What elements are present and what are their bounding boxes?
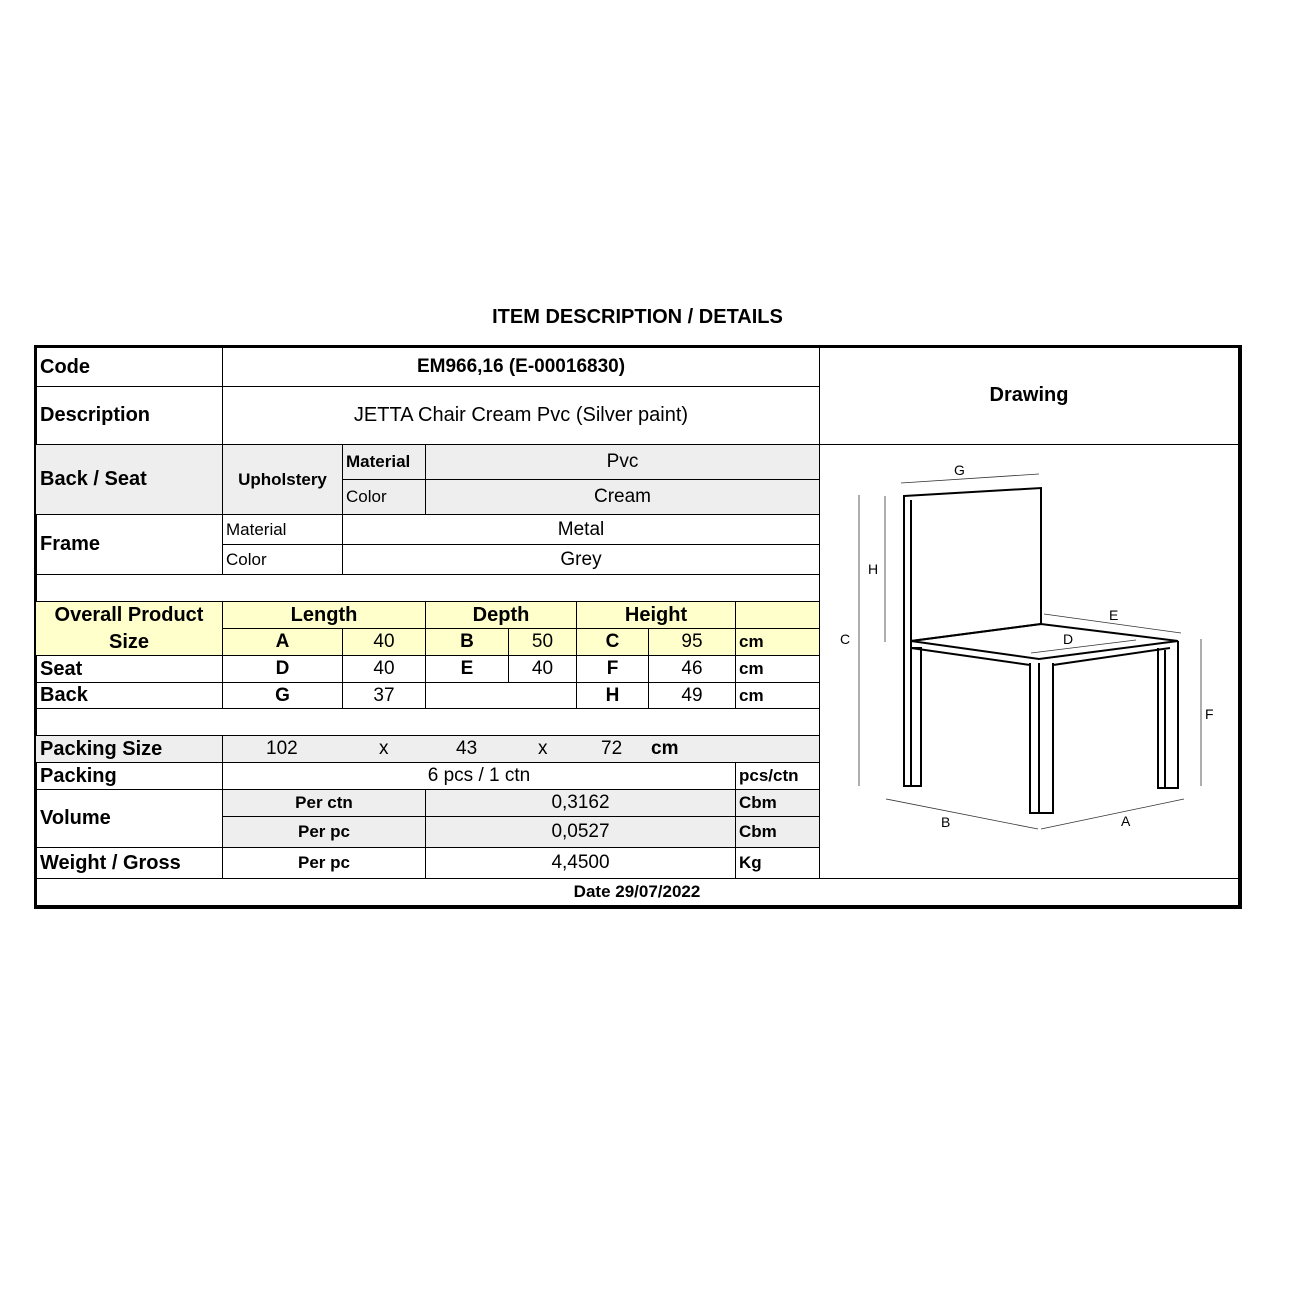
upholstery-material-label: Material [342,444,426,480]
spacer-row [35,708,820,736]
code-label: Code [35,347,223,387]
dim-h-value: 49 [648,682,736,709]
packing-width: 43 [456,738,478,759]
chair-rails [910,641,1179,789]
seat-label: Seat [35,655,223,683]
frame-material-value: Metal [342,514,820,545]
unit: cm [735,682,820,709]
weight-unit: Kg [735,847,820,879]
overall-size-label: Overall Product Size [35,601,223,656]
date: Date 29/07/2022 [35,878,1239,906]
unit-header [735,601,820,629]
drawing-area: C H G E D F B A [819,444,1239,879]
chair-drawing: C H G E D F B A [840,462,1214,830]
label-f: F [1205,706,1214,722]
volume-per-pc: 0,0527 [425,816,736,848]
times-sign: x [379,738,389,759]
back-seat-label: Back / Seat [35,444,223,515]
chair-back [903,486,1042,787]
packing-label: Packing [35,762,223,790]
description-label: Description [35,386,223,445]
packing-height: 72 [601,738,623,759]
volume-unit: Cbm [735,789,820,817]
dim-b: B [425,628,509,656]
dim-h: H [576,682,649,709]
dim-d: D [222,655,343,683]
depth-header: Depth [425,601,577,629]
packing-size-label: Packing Size [35,735,223,763]
packing-value: 6 pcs / 1 ctn [222,762,736,790]
front-leg [1029,663,1054,814]
dim-e-value: 40 [508,655,577,683]
packing-unit: pcs/ctn [735,762,820,790]
label-b: B [941,814,950,830]
page-title: ITEM DESCRIPTION / DETAILS [492,306,783,328]
volume-per-ctn: 0,3162 [425,789,736,817]
frame-label: Frame [35,514,223,575]
dim-c: C [576,628,649,656]
label-c: C [840,631,850,647]
height-header: Height [576,601,736,629]
description-value: JETTA Chair Cream Pvc (Silver paint) [222,386,820,445]
label-e: E [1109,607,1118,623]
packing-size-value: 102 x 43 x 72 cm [222,735,820,763]
dim-b-value: 50 [508,628,577,656]
frame-material-label: Material [222,514,343,545]
volume-label: Volume [35,789,223,848]
dim-e: E [425,655,509,683]
packing-length: 102 [266,738,298,759]
length-header: Length [222,601,426,629]
upholstery-label: Upholstery [222,444,343,515]
dim-f-value: 46 [648,655,736,683]
upholstery-color-value: Cream [425,479,820,515]
left-front-leg [904,647,922,787]
back-label: Back [35,682,223,709]
unit: cm [735,655,820,683]
label-d: D [1063,631,1073,647]
weight-per-pc-label: Per pc [222,847,426,879]
dim-a: A [222,628,343,656]
packing-unit: cm [651,738,679,759]
label-h: H [868,561,878,577]
per-ctn-label: Per ctn [222,789,426,817]
code-value: EM966,16 (E-00016830) [222,347,820,387]
label-a: A [1121,813,1131,829]
spacer-row [35,574,820,602]
volume-unit: Cbm [735,816,820,848]
dim-g: G [222,682,343,709]
dim-c-value: 95 [648,628,736,656]
weight-label: Weight / Gross [35,847,223,879]
drawing-header: Drawing [819,347,1239,445]
empty-cell [425,682,577,709]
dim-a-value: 40 [342,628,426,656]
unit: cm [735,628,820,656]
frame-color-value: Grey [342,544,820,575]
dim-g-value: 37 [342,682,426,709]
times-sign: x [538,738,548,759]
weight-value: 4,4500 [425,847,736,879]
per-pc-label: Per pc [222,816,426,848]
upholstery-material-value: Pvc [425,444,820,480]
dim-f: F [576,655,649,683]
frame-color-label: Color [222,544,343,575]
dimension-lines [858,473,1202,830]
upholstery-color-label: Color [342,479,426,515]
label-g: G [954,462,965,478]
dim-d-value: 40 [342,655,426,683]
